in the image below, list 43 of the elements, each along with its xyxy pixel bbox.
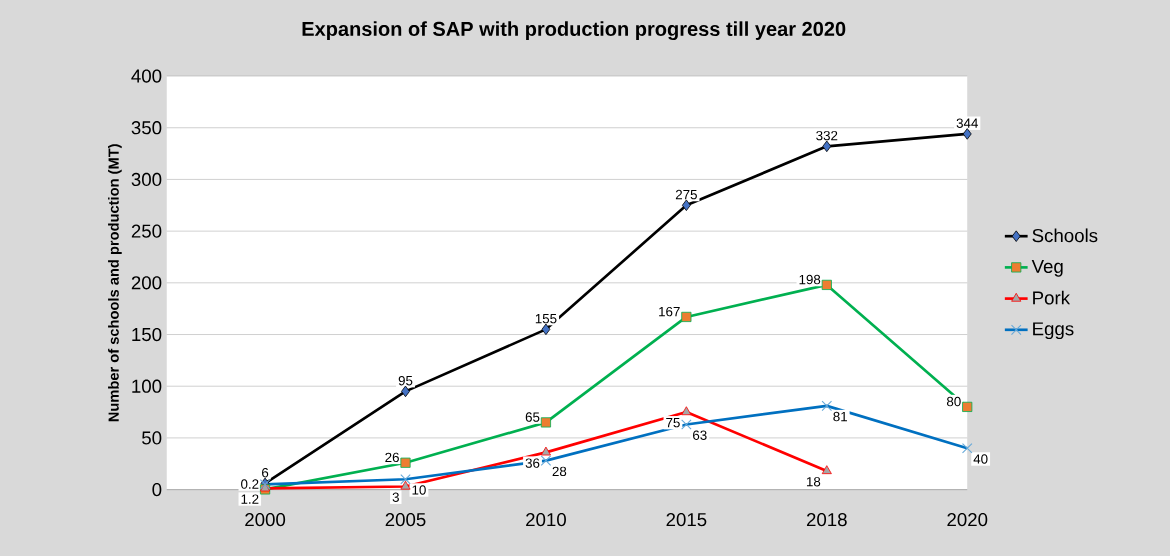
x-tick-label: 2000 bbox=[245, 512, 286, 527]
y-tick-label: 250 bbox=[131, 224, 162, 238]
data-label: 80 bbox=[946, 396, 961, 407]
data-label: 344 bbox=[956, 118, 978, 128]
data-label: 332 bbox=[816, 130, 838, 141]
x-tick-label: 2010 bbox=[526, 512, 566, 527]
data-label: 6 bbox=[262, 467, 269, 478]
x-tick-label: 2020 bbox=[947, 512, 988, 527]
y-tick-label: 100 bbox=[132, 379, 162, 393]
y-tick-label: 50 bbox=[142, 431, 162, 445]
data-label: 3 bbox=[392, 492, 399, 502]
y-tick-label: 300 bbox=[131, 172, 162, 186]
y-tick-label: 0 bbox=[152, 482, 162, 497]
data-label: 95 bbox=[398, 375, 413, 386]
data-label: 28 bbox=[552, 466, 567, 476]
legend-label: Veg bbox=[1031, 259, 1063, 277]
y-tick-label: 400 bbox=[131, 69, 162, 83]
x-tick-label: 2015 bbox=[666, 512, 707, 527]
data-label: 75 bbox=[666, 417, 680, 428]
data-label: 81 bbox=[833, 411, 847, 422]
data-label: 155 bbox=[535, 313, 557, 324]
data-label: 26 bbox=[385, 452, 399, 462]
data-label: 1.2 bbox=[241, 494, 259, 504]
legend-label: Schools bbox=[1032, 228, 1098, 242]
y-tick-label: 350 bbox=[131, 120, 162, 135]
x-tick-label: 2018 bbox=[806, 512, 847, 527]
legend-label: Eggs bbox=[1033, 322, 1074, 339]
x-tick-label: 2005 bbox=[385, 512, 426, 527]
legend-label: Pork bbox=[1033, 290, 1071, 305]
y-tick-label: 200 bbox=[131, 276, 162, 290]
data-label: 40 bbox=[973, 454, 988, 464]
data-label: 0.2 bbox=[241, 479, 259, 489]
data-label: 167 bbox=[659, 306, 680, 317]
data-label: 36 bbox=[525, 458, 540, 468]
data-label: 18 bbox=[806, 476, 821, 487]
data-label: 65 bbox=[525, 412, 540, 422]
data-label: 198 bbox=[799, 274, 821, 285]
data-label: 63 bbox=[693, 430, 707, 440]
data-label: 10 bbox=[412, 485, 426, 495]
y-axis-title: Number of schools and production (MT) bbox=[108, 143, 122, 422]
data-label: 275 bbox=[675, 189, 697, 200]
chart-title: Expansion of SAP with production progress till year 2020 bbox=[302, 21, 846, 40]
y-tick-label: 150 bbox=[132, 327, 162, 341]
